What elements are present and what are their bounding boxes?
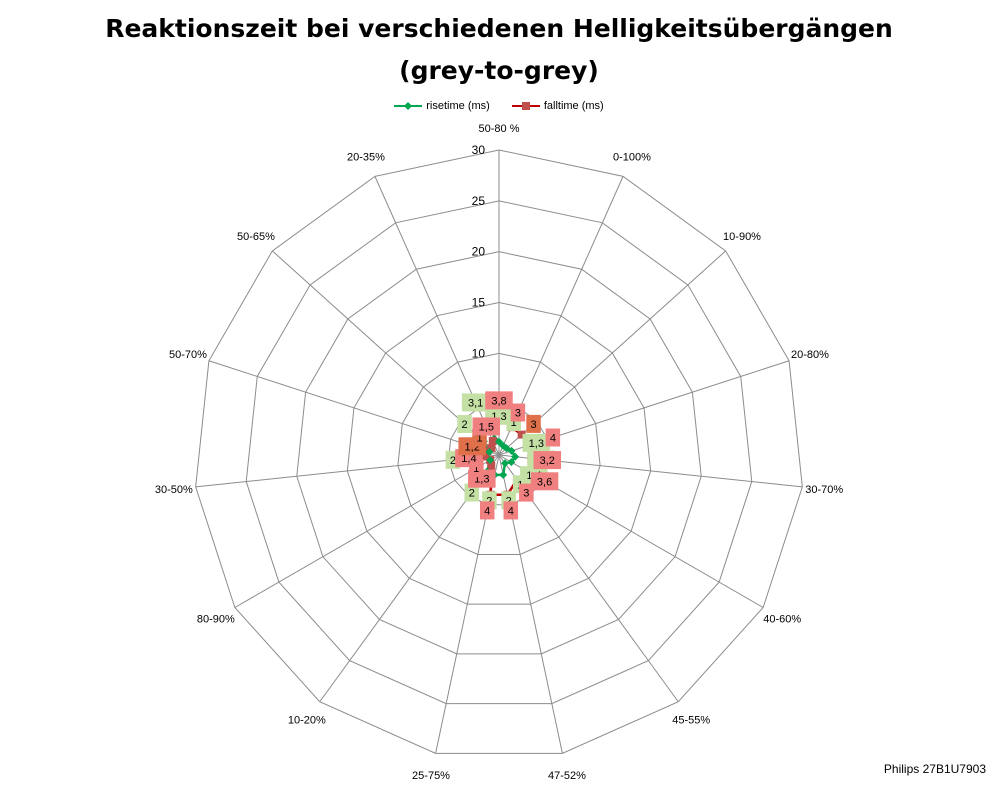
fall-data-label: 1,4 — [461, 453, 476, 465]
category-label: 20-35% — [347, 151, 385, 163]
category-label: 47-52% — [548, 770, 586, 782]
tick-label: 25 — [472, 194, 486, 208]
rise-point — [486, 456, 495, 465]
category-label: 50-70% — [169, 349, 207, 361]
fall-data-label-bg — [533, 451, 562, 470]
rise-point — [507, 458, 516, 467]
grid-spoke — [234, 454, 500, 608]
grid-spoke — [208, 360, 500, 456]
category-label: 80-90% — [197, 614, 235, 626]
fall-data-label: 1 — [473, 463, 479, 475]
rise-data-label: 2 — [486, 495, 492, 507]
tick-label: 10 — [472, 346, 486, 360]
fall-point — [488, 437, 497, 446]
watermark-text: Philips 27B1U7903 — [883, 762, 986, 776]
rise-data-label: 1 — [511, 417, 517, 429]
grid-ring — [296, 251, 702, 655]
chart-title-line-2: (grey-to-grey) — [399, 56, 599, 85]
legend-rise-swatch — [394, 102, 423, 110]
tick-label: 15 — [472, 296, 486, 310]
chart-title-line-1: Reaktionszeit bei verschiedenen Helligke… — [105, 14, 893, 43]
category-label: 45-55% — [672, 715, 710, 727]
rise-point — [485, 447, 494, 456]
fall-data-label-bg — [485, 391, 513, 410]
fall-point — [487, 461, 496, 470]
rise-point — [511, 452, 520, 461]
category-label: 10-20% — [288, 715, 326, 727]
category-label: 25-75% — [412, 770, 450, 782]
rise-data-label-bg — [457, 414, 472, 433]
fall-data-label: 3,8 — [491, 395, 506, 407]
rise-point — [495, 437, 503, 446]
grid-ring — [346, 301, 652, 605]
fall-data-label-bg — [530, 472, 559, 491]
fall-data-label: 3,2 — [540, 455, 555, 467]
category-label: 0-100% — [613, 151, 651, 163]
fall-data-label-bg — [545, 428, 561, 447]
fall-data-label-bg — [519, 483, 534, 502]
category-label: 50-65% — [237, 231, 275, 243]
legend-rise-label: risetime (ms) — [426, 100, 490, 112]
rise-data-label: 2 — [462, 419, 468, 431]
fall-data-label: 3 — [515, 408, 521, 420]
legend-item-rise: risetime (ms) — [394, 100, 490, 112]
grid-spoke — [374, 176, 500, 456]
fall-data-label: 1 — [476, 432, 482, 444]
legend: risetime (ms) falltime (ms) — [0, 100, 998, 112]
fall-data-label-bg — [479, 501, 495, 520]
rise-data-label: 1,3 — [529, 438, 544, 450]
rise-data-label: 2 — [469, 487, 475, 499]
category-label: 30-50% — [155, 484, 193, 496]
rise-data-label-bg — [464, 483, 480, 502]
legend-fall-label: falltime (ms) — [543, 100, 604, 112]
fall-data-label: 3,6 — [537, 476, 552, 488]
tick-label: 30 — [472, 143, 486, 157]
rise-point — [507, 446, 516, 455]
fall-point — [480, 452, 489, 461]
grid-ring — [397, 352, 601, 555]
fall-data-label-bg — [472, 417, 501, 436]
legend-fall-swatch — [511, 102, 540, 110]
grid-ring — [447, 403, 551, 506]
legend-item-fall: falltime (ms) — [511, 100, 604, 112]
rise-point — [500, 459, 509, 468]
rise-data-label: 2 — [506, 495, 512, 507]
fall-data-label: 4 — [508, 505, 514, 517]
rise-data-label-bg — [461, 393, 490, 412]
grid-ring — [195, 149, 803, 754]
rise-point — [499, 470, 508, 479]
category-label: 10-90% — [723, 231, 761, 243]
tick-label: 20 — [472, 245, 486, 259]
grid-ring — [245, 200, 753, 705]
fall-data-label: 4 — [550, 432, 556, 444]
rise-data-label: 2 — [450, 455, 456, 467]
fall-data-label-bg — [510, 403, 526, 422]
category-label: 20-80% — [791, 349, 829, 361]
category-label: 50-80 % — [479, 123, 520, 135]
fall-point — [487, 444, 496, 453]
fall-data-label: 3 — [530, 419, 536, 431]
fall-data-label: 1,5 — [479, 421, 494, 433]
fall-data-label-bg — [526, 414, 541, 433]
rise-data-label-bg — [522, 433, 551, 452]
category-label: 40-60% — [763, 614, 801, 626]
category-label: 30-70% — [805, 484, 843, 496]
rise-data-label: 3,1 — [468, 397, 483, 409]
fall-data-label: 3 — [523, 488, 529, 500]
fall-data-label-bg — [503, 501, 519, 520]
fall-data-label: 4 — [484, 505, 490, 517]
fall-point — [517, 430, 526, 439]
